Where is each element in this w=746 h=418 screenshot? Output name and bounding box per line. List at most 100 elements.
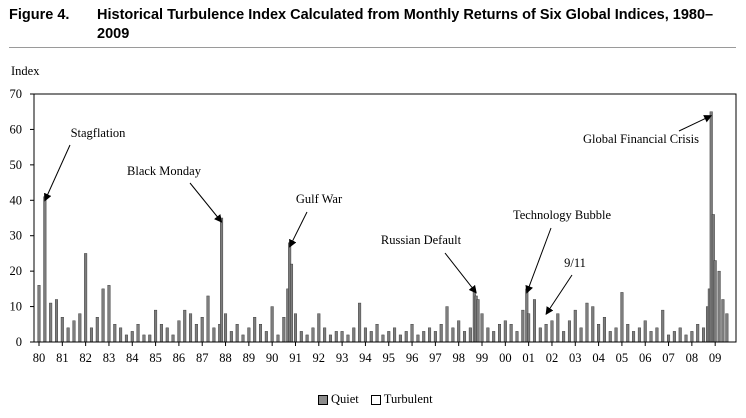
bar <box>363 327 367 343</box>
bar <box>369 331 373 343</box>
bar <box>721 299 725 343</box>
bar <box>439 324 443 343</box>
bar <box>538 327 542 343</box>
bar <box>89 327 93 343</box>
legend-item-quiet: Quiet <box>318 392 359 407</box>
bar <box>393 327 397 343</box>
bar <box>492 331 496 343</box>
legend-swatch-turbulent <box>370 394 381 405</box>
y-axis: 0 10 20 30 40 50 60 70 <box>10 87 34 349</box>
bar <box>509 324 513 343</box>
bar <box>597 324 601 343</box>
bar <box>476 299 480 343</box>
bar <box>637 327 641 343</box>
plot-frame <box>33 93 737 343</box>
bar <box>649 331 653 343</box>
bar <box>293 313 297 343</box>
legend-item-turbulent: Turbulent <box>370 392 433 407</box>
bar <box>713 260 717 343</box>
x-tick-label: 02 <box>546 351 559 365</box>
x-tick-label: 03 <box>569 351 582 365</box>
bar <box>124 334 128 343</box>
bar <box>725 313 729 343</box>
bar <box>142 334 146 343</box>
bar <box>503 320 507 343</box>
annotation-label: Gulf War <box>296 192 343 206</box>
x-tick-label: 88 <box>219 351 232 365</box>
x-tick-label: 95 <box>382 351 395 365</box>
bar <box>224 313 228 343</box>
bar <box>451 327 455 343</box>
bar <box>154 309 158 343</box>
bar <box>49 302 53 343</box>
x-tick-label: 87 <box>196 351 209 365</box>
annotation-label: Global Financial Crisis <box>583 132 699 146</box>
bar <box>340 331 344 343</box>
bar <box>352 327 356 343</box>
bar <box>480 313 484 343</box>
bar <box>387 331 391 343</box>
annotation-arrow <box>545 274 573 315</box>
x-tick-label: 09 <box>709 351 722 365</box>
bar <box>684 334 688 343</box>
bar <box>159 324 163 343</box>
bar <box>463 331 467 343</box>
x-tick-label: 83 <box>103 351 116 365</box>
bar <box>107 285 111 343</box>
bar <box>72 320 76 343</box>
x-tick-label: 91 <box>289 351 302 365</box>
bar <box>101 288 105 343</box>
bar <box>667 334 671 343</box>
bar <box>468 327 472 343</box>
title-divider <box>9 47 736 48</box>
bar <box>690 331 694 343</box>
bar <box>264 331 268 343</box>
bar <box>177 320 181 343</box>
x-tick-label: 05 <box>616 351 629 365</box>
x-tick-label: 89 <box>243 351 256 365</box>
y-tick-label: 60 <box>10 122 23 136</box>
bar <box>270 306 274 343</box>
bar <box>486 327 490 343</box>
bar <box>54 299 58 343</box>
figure-title: Figure 4. Historical Turbulence Index Ca… <box>9 6 734 42</box>
bar <box>259 324 263 343</box>
bar <box>148 334 152 343</box>
x-tick-label: 07 <box>662 351 675 365</box>
x-tick-label: 08 <box>686 351 699 365</box>
bar <box>608 331 612 343</box>
bar <box>194 324 198 343</box>
y-tick-label: 20 <box>10 264 23 278</box>
y-tick-label: 0 <box>16 335 22 349</box>
bar <box>620 292 624 343</box>
bar <box>95 317 99 343</box>
bar <box>60 317 64 343</box>
legend-swatch-quiet <box>318 394 328 405</box>
y-tick-label: 50 <box>10 158 23 172</box>
x-tick-label: 99 <box>476 351 489 365</box>
bar <box>113 324 117 343</box>
bar <box>206 295 210 343</box>
bar <box>567 320 571 343</box>
bar <box>457 320 461 343</box>
annotation-arrow <box>444 252 477 294</box>
bar <box>37 285 41 343</box>
x-axis: 80 81 82 83 84 85 86 87 88 89 90 91 92 93 94 95 96 97 98 99… <box>33 342 722 365</box>
bar <box>84 253 88 343</box>
annotation-arrow <box>189 182 223 223</box>
bar <box>696 324 700 343</box>
bar <box>614 327 618 343</box>
bar <box>43 196 47 343</box>
bar <box>602 317 606 343</box>
bar <box>290 263 294 343</box>
x-tick-label: 92 <box>313 351 326 365</box>
y-tick-label: 10 <box>10 300 23 314</box>
bar <box>183 309 187 343</box>
legend-label-quiet: Quiet <box>331 392 359 406</box>
bar <box>515 331 519 343</box>
y-tick-label: 30 <box>10 229 23 243</box>
bar <box>78 313 82 343</box>
bar <box>678 327 682 343</box>
bar <box>404 331 408 343</box>
bar <box>416 334 420 343</box>
